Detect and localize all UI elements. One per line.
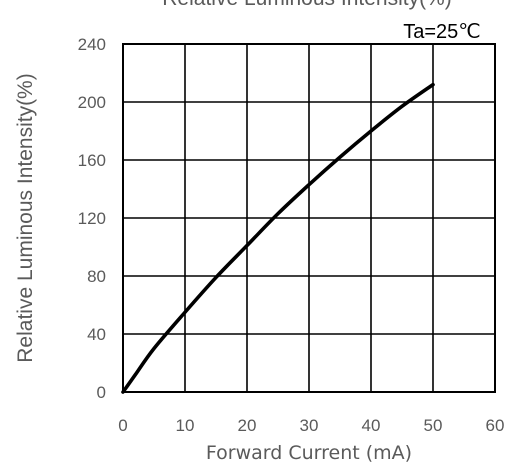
x-tick-label: 0 — [118, 416, 127, 435]
plot-frame — [122, 43, 496, 393]
x-tick-label: 10 — [176, 416, 195, 435]
y-tick-label: 80 — [87, 267, 106, 286]
x-tick-labels: 0 10 20 30 40 50 60 — [118, 416, 504, 435]
y-tick-label: 0 — [97, 383, 106, 402]
x-tick-label: 40 — [362, 416, 381, 435]
y-tick-label: 40 — [87, 325, 106, 344]
x-tick-label: 30 — [300, 416, 319, 435]
chart-title: Relative Luminous Intensity(%) — [162, 0, 451, 10]
y-tick-labels: 0 40 80 120 160 200 240 — [78, 35, 106, 402]
temperature-annotation: Ta=25℃ — [403, 21, 481, 43]
x-tick-label: 20 — [238, 416, 257, 435]
y-tick-label: 120 — [78, 209, 106, 228]
x-tick-label: 50 — [424, 416, 443, 435]
y-axis-label: Relative Luminous Intensity(%) — [14, 73, 37, 362]
intensity-curve — [121, 82, 435, 394]
y-tick-label: 240 — [78, 35, 106, 54]
x-tick-label: 60 — [486, 416, 505, 435]
y-tick-label: 200 — [78, 93, 106, 112]
y-tick-label: 160 — [78, 151, 106, 170]
x-axis-label: Forward Current (mA) — [206, 442, 412, 464]
